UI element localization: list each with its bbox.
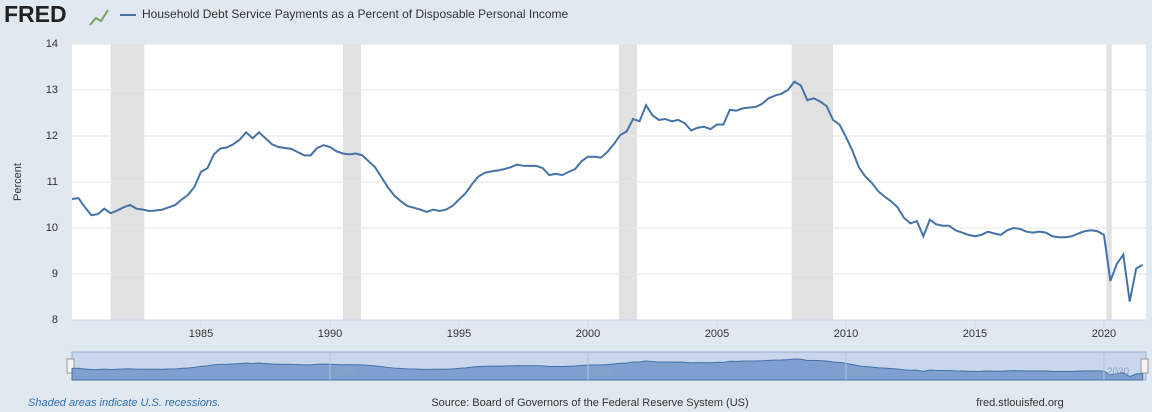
- navigator-handle[interactable]: [66, 358, 75, 374]
- y-tick-label: 12: [46, 130, 58, 142]
- logo-icon: [89, 9, 109, 26]
- y-tick-label: 9: [52, 268, 58, 280]
- navigator-tick-label: 2020: [1107, 367, 1130, 378]
- navigator-handle[interactable]: [1140, 358, 1149, 374]
- navigator-tick-label: 2010: [849, 367, 872, 378]
- y-tick-label: 8: [52, 314, 58, 326]
- x-tick-label: 1990: [318, 328, 342, 340]
- x-tick-label: 2020: [1092, 328, 1116, 340]
- x-tick-label: 2000: [576, 328, 600, 340]
- y-axis-label: Percent: [12, 163, 24, 201]
- legend-label: Household Debt Service Payments as a Per…: [142, 7, 569, 21]
- site: fred.stlouisfed.org: [976, 397, 1063, 409]
- x-tick-label: 1985: [189, 328, 213, 340]
- y-tick-label: 10: [46, 222, 58, 234]
- source: Source: Board of Governors of the Federa…: [431, 397, 748, 409]
- x-tick-label: 2005: [705, 328, 729, 340]
- y-tick-label: 13: [46, 84, 58, 96]
- x-tick-label: 2015: [963, 328, 987, 340]
- navigator-tick-label: 1990: [333, 367, 356, 378]
- navigator-tick-label: 2000: [591, 367, 614, 378]
- navigator-area: [71, 358, 1144, 381]
- y-tick-label: 11: [47, 176, 58, 188]
- x-tick-label: 1995: [447, 328, 471, 340]
- logo: FRED: [4, 1, 67, 27]
- x-tick-label: 2010: [834, 328, 858, 340]
- series-line: [71, 80, 1144, 302]
- note: Shaded areas indicate U.S. recessions.: [28, 397, 221, 409]
- y-tick-label: 14: [46, 38, 58, 50]
